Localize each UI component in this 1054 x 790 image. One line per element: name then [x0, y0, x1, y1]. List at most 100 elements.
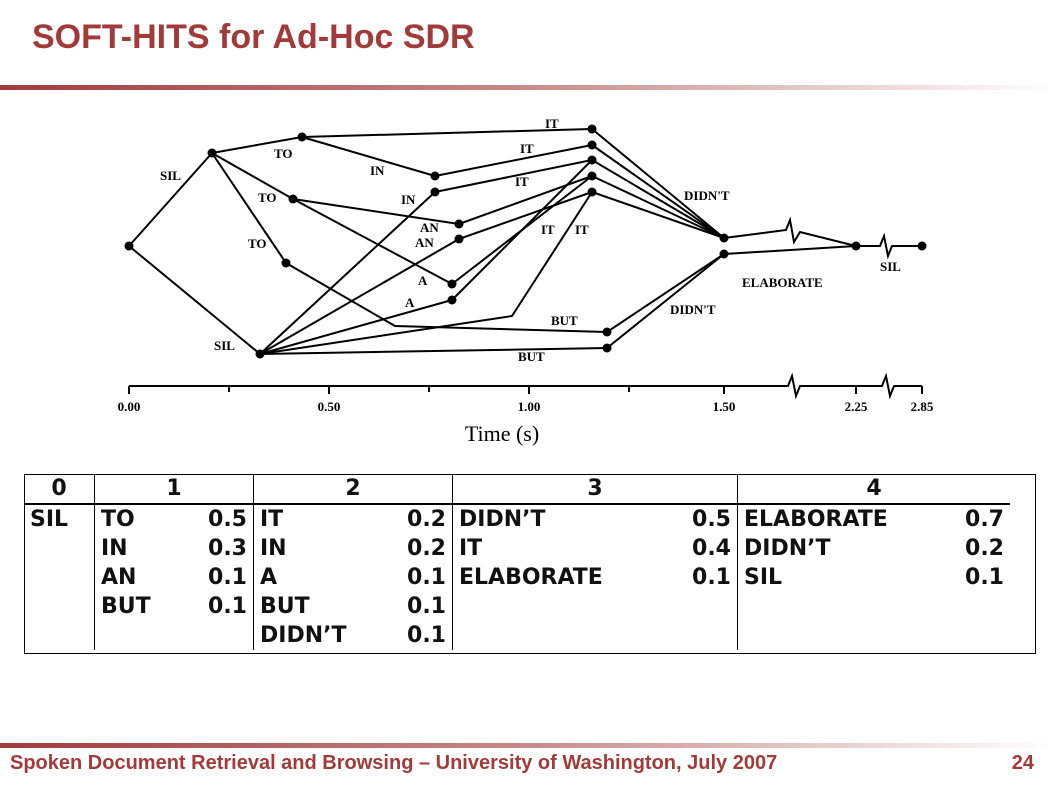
lattice-edge	[591, 159, 725, 239]
lattice-edge	[259, 347, 608, 355]
word-score: 0.2	[965, 536, 1004, 561]
slide-footer: Spoken Document Retrieval and Browsing –…	[10, 752, 778, 774]
word-label: DIDN’T	[459, 507, 546, 532]
word-score: 0.4	[692, 536, 731, 561]
lattice-edge	[292, 198, 453, 285]
lattice-edge	[259, 299, 453, 355]
word-lattice-diagram: SIL SIL TO TO TO IN IN AN AN A A IT IT I…	[118, 116, 934, 446]
slide-title: SOFT-HITS for Ad-Hoc SDR	[32, 18, 475, 56]
edge-label-to: TO	[274, 146, 293, 161]
edge-label-it: IT	[575, 222, 589, 237]
word-label: IN	[260, 536, 287, 561]
table-cell: SIL	[24, 504, 95, 534]
lattice-edge	[301, 128, 593, 138]
word-score: 0.1	[407, 565, 446, 590]
lattice-edge	[292, 198, 460, 225]
lattice-edge	[128, 152, 213, 247]
time-axis-line	[129, 372, 922, 400]
table-header-cell: 0	[24, 474, 95, 505]
word-score: 0.3	[208, 536, 247, 561]
word-score: 0.2	[407, 507, 446, 532]
word-label: IN	[101, 536, 128, 561]
table-row: IN 0.3 IN 0.2 IT 0.4 DIDN’T 0.2	[24, 534, 1010, 563]
word-score: 0.1	[965, 565, 1004, 590]
lattice-edge	[723, 216, 857, 247]
word-label: DIDN’T	[260, 623, 347, 648]
lattice-edge	[591, 144, 725, 239]
word-score: 0.1	[407, 623, 446, 648]
lattice-edge	[128, 245, 261, 355]
lattice-edge	[591, 128, 725, 239]
table-header-cell: 3	[452, 474, 738, 505]
lattice-edge	[856, 232, 922, 260]
edge-label-it: IT	[520, 141, 534, 156]
word-label: SIL	[744, 565, 783, 590]
word-label: TO	[101, 507, 135, 532]
edge-label-an: AN	[415, 235, 434, 250]
table-header-cell: 4	[737, 474, 1010, 505]
table-row: AN 0.1 A 0.1 ELABORATE 0.1 SIL 0.1	[24, 563, 1010, 592]
word-label: DIDN’T	[744, 536, 831, 561]
word-label: ELABORATE	[744, 507, 888, 532]
edge-label-an: AN	[420, 220, 439, 235]
lattice-edge	[259, 191, 436, 355]
lattice-edge	[606, 253, 725, 333]
edge-label-a: A	[418, 273, 428, 288]
word-score: 0.2	[407, 536, 446, 561]
lattice-edge	[259, 238, 460, 355]
edge-label-it: IT	[541, 222, 555, 237]
word-score: 0.5	[208, 507, 247, 532]
edge-label-sil: SIL	[160, 168, 181, 183]
word-label: BUT	[101, 594, 151, 619]
edge-label-didnt: DIDN'T	[684, 188, 730, 203]
edge-label-but: BUT	[551, 313, 578, 328]
edge-label-didnt: DIDN'T	[670, 302, 716, 317]
soft-hits-table: 0 1 2 3 4 SIL TO 0.5 IT 0.2 DIDN’T 0.5 ELAB…	[24, 474, 1010, 650]
word-score: 0.1	[208, 594, 247, 619]
axis-tick-label: 2.25	[845, 399, 868, 414]
word-label: IT	[459, 536, 483, 561]
lattice-edge	[434, 144, 593, 177]
table-header-cell: 2	[253, 474, 453, 505]
lattice-edge	[591, 175, 725, 239]
edge-label-elaborate: ELABORATE	[742, 275, 823, 290]
edge-label-sil: SIL	[880, 259, 901, 274]
table-row: DIDN’T 0.1	[24, 621, 1010, 650]
table-row: BUT 0.1 BUT 0.1	[24, 592, 1010, 621]
edge-label-in: IN	[370, 163, 385, 178]
word-label: IT	[260, 507, 284, 532]
lattice-edge	[458, 191, 593, 240]
lattice-edge	[458, 175, 593, 225]
word-score: 0.5	[692, 507, 731, 532]
title-divider	[0, 85, 1054, 90]
axis-title: Time (s)	[465, 421, 539, 446]
word-label: A	[260, 565, 278, 590]
lattice-edge	[211, 136, 303, 154]
axis-tick-label: 2.85	[911, 399, 934, 414]
page-number: 24	[1011, 752, 1034, 774]
axis-tick-label: 0.50	[318, 399, 341, 414]
lattice-edge	[591, 191, 725, 239]
lattice-edge	[259, 191, 593, 355]
word-label: ELABORATE	[459, 565, 603, 590]
edge-label-to: TO	[258, 190, 277, 205]
word-label: BUT	[260, 594, 310, 619]
edge-label-it: IT	[545, 116, 559, 131]
table-row: SIL TO 0.5 IT 0.2 DIDN’T 0.5 ELABORATE 0.7	[24, 504, 1010, 534]
lattice-edge	[211, 152, 294, 200]
edge-label-to: TO	[248, 236, 267, 251]
table-header-cell: 1	[94, 474, 254, 505]
word-score: 0.7	[965, 507, 1004, 532]
lattice-edge	[211, 152, 287, 264]
word-score: 0.1	[208, 565, 247, 590]
lattice-edge	[723, 245, 857, 255]
edge-label-but: BUT	[518, 349, 545, 364]
edge-label-sil: SIL	[214, 338, 235, 353]
lattice-edge	[285, 262, 608, 333]
lattice-edge	[301, 136, 436, 177]
word-label: AN	[101, 565, 137, 590]
edge-label-a: A	[405, 295, 415, 310]
lattice-edge	[606, 253, 725, 349]
lattice-edge	[451, 159, 593, 301]
axis-tick-label: 0.00	[118, 399, 141, 414]
